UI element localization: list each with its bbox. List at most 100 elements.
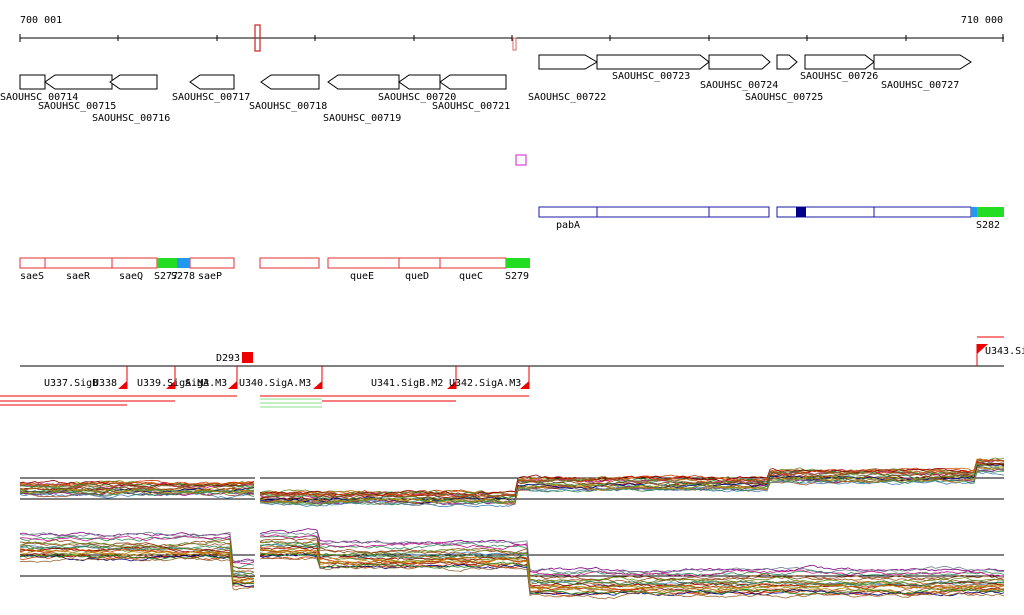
operon-segment[interactable]	[327, 257, 400, 269]
operon-label: S277	[154, 271, 178, 282]
gene-arrow-00727[interactable]	[873, 54, 972, 70]
expression-panel-bottom	[19, 528, 1005, 600]
promoter-label: U337.SigB	[44, 378, 98, 389]
marker-label: U343.Si	[985, 346, 1024, 357]
gene-label: SAOUHSC_00716	[92, 113, 170, 124]
gene-arrow-00714[interactable]	[19, 74, 46, 90]
promoter-flag[interactable]	[520, 381, 529, 389]
gene-label: SAOUHSC_00724	[700, 80, 778, 91]
gene-arrow-00718[interactable]	[260, 74, 320, 90]
promoter-flag[interactable]	[313, 381, 322, 389]
operon-segment[interactable]	[259, 257, 320, 269]
gene-label: SAOUHSC_00725	[745, 92, 823, 103]
gene-arrow-00722[interactable]	[538, 54, 598, 70]
marker-label: D293	[216, 353, 240, 364]
gene-arrow-00721[interactable]	[439, 74, 507, 90]
ruler-end-label: 710 000	[961, 15, 1003, 26]
operon-segment[interactable]	[398, 257, 441, 269]
operon-segment[interactable]	[189, 257, 235, 269]
promoter-label: U341.SigB.M2	[371, 378, 443, 389]
promoter-label: U338	[93, 378, 117, 389]
gene-track	[19, 54, 972, 90]
operon-feature-green[interactable]	[977, 207, 1004, 217]
operon-label: saeQ	[119, 271, 143, 282]
gene-label: SAOUHSC_00717	[172, 92, 250, 103]
promoter-flag[interactable]	[118, 381, 127, 389]
gene-arrow-00724[interactable]	[708, 54, 771, 70]
operon-label: saeP	[198, 271, 222, 282]
expression-trace	[19, 557, 255, 591]
expression-trace	[19, 535, 255, 565]
gene-label: SAOUHSC_00727	[881, 80, 959, 91]
gene-label: SAOUHSC_00726	[800, 71, 878, 82]
marker-d293[interactable]	[242, 352, 253, 363]
operon-label: queC	[459, 271, 483, 282]
gene-label: SAOUHSC_00714	[0, 92, 78, 103]
expression-trace	[19, 541, 255, 575]
operon-segment[interactable]	[873, 206, 972, 218]
expression-trace	[19, 542, 255, 573]
expression-trace	[259, 550, 1005, 595]
gene-arrow-00719[interactable]	[327, 74, 400, 90]
operon-feature-green[interactable]	[157, 258, 177, 268]
promoter-flag[interactable]	[447, 381, 456, 389]
gene-arrow-00716[interactable]	[109, 74, 158, 90]
gene-label: SAOUHSC_00721	[432, 101, 510, 112]
expression-trace	[19, 482, 255, 488]
operon-label: queE	[350, 271, 374, 282]
promoter-flag[interactable]	[228, 381, 237, 389]
expression-trace	[259, 463, 1005, 506]
expression-trace	[19, 538, 255, 570]
operon-label: saeS	[20, 271, 44, 282]
expression-trace	[259, 553, 1005, 597]
gene-arrow-00715[interactable]	[44, 74, 113, 90]
operon-label: saeR	[66, 271, 91, 282]
operon-segment[interactable]	[439, 257, 507, 269]
operon-segment[interactable]	[538, 206, 598, 218]
gene-label: SAOUHSC_00720	[378, 92, 456, 103]
promoter-label: U340.SigA.M3	[239, 378, 311, 389]
gene-arrow-00720[interactable]	[398, 74, 441, 90]
operon-label: S282	[976, 220, 1000, 231]
expression-trace	[19, 488, 255, 494]
expression-trace	[259, 539, 1005, 584]
operon-feature-green[interactable]	[506, 258, 530, 268]
expression-trace	[19, 531, 255, 564]
feature-box-magenta[interactable]	[515, 154, 527, 166]
gene-labels: SAOUHSC_00714 SAOUHSC_00715 SAOUHSC_0071…	[0, 71, 959, 124]
expression-trace	[259, 461, 1005, 497]
expression-trace	[19, 549, 255, 581]
operon-segment[interactable]	[19, 257, 46, 269]
operon-segment[interactable]	[776, 206, 875, 218]
promoter-flag[interactable]	[166, 381, 175, 389]
reverse-operon-track: saeS saeR saeQ S277 S278 saeP queE queD …	[19, 257, 530, 282]
gene-arrow-00725[interactable]	[776, 54, 798, 70]
operon-segment[interactable]	[708, 206, 770, 218]
gene-arrow-00723[interactable]	[596, 54, 710, 70]
marker-flag-u343[interactable]	[977, 344, 988, 354]
operon-feature-dark[interactable]	[796, 207, 806, 217]
expression-trace	[19, 553, 255, 586]
ruler-selection-marker[interactable]	[254, 24, 261, 52]
promoter-label: SigA.M3	[185, 378, 227, 389]
expression-trace	[259, 553, 1005, 595]
expression-panel-top	[19, 457, 1005, 508]
expression-trace	[19, 545, 255, 579]
gene-label: SAOUHSC_00715	[38, 101, 116, 112]
operon-segment[interactable]	[111, 257, 158, 269]
expression-trace	[259, 537, 1005, 582]
operon-feature-blue[interactable]	[971, 207, 977, 217]
operon-label: S278	[171, 271, 195, 282]
expression-trace	[259, 534, 1005, 577]
operon-feature-blue[interactable]	[177, 258, 190, 268]
operon-segment[interactable]	[596, 206, 710, 218]
expression-trace	[259, 459, 1005, 498]
expression-profiles	[19, 457, 1005, 600]
gene-arrow-00726[interactable]	[804, 54, 875, 70]
expression-trace	[19, 544, 255, 578]
operon-segment[interactable]	[44, 257, 113, 269]
gene-arrow-00717[interactable]	[189, 74, 235, 90]
expression-trace	[259, 556, 1005, 600]
expression-trace	[19, 535, 255, 569]
